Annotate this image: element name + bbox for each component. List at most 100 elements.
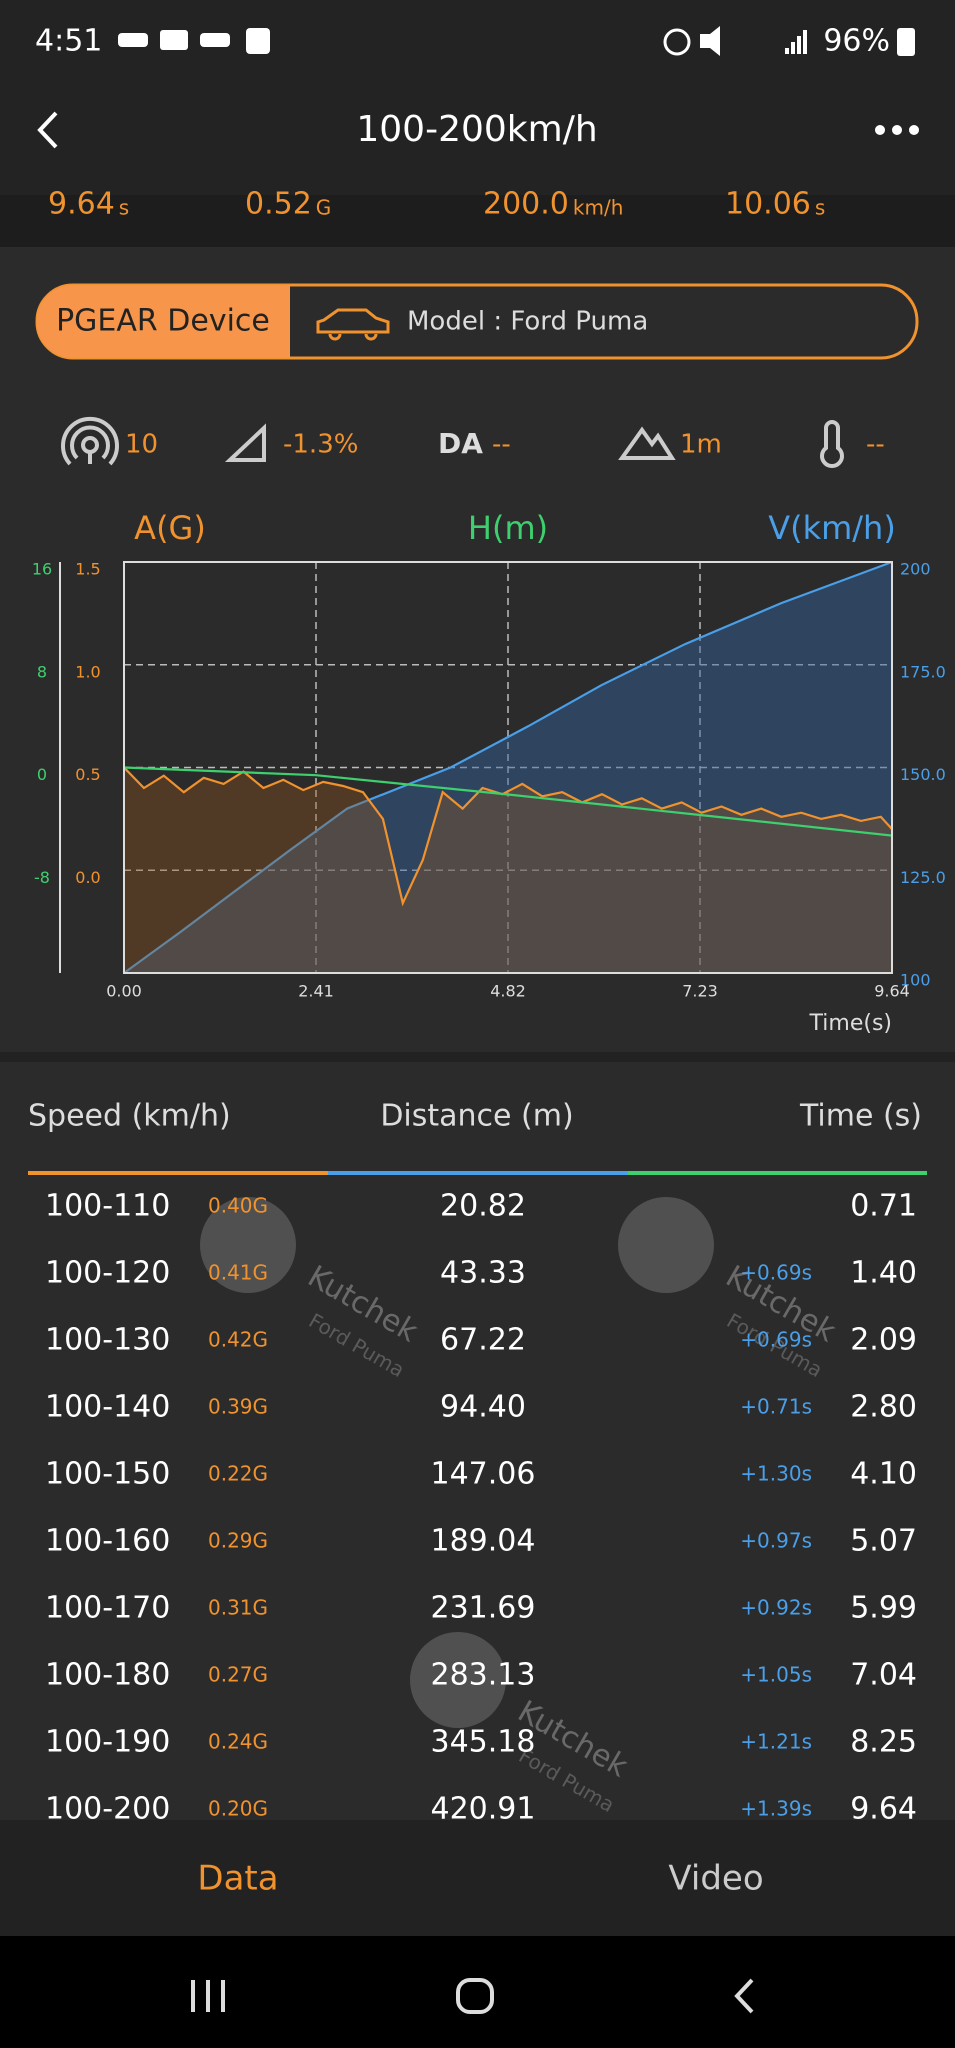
y2-tick-label: 175.0 — [900, 662, 946, 681]
table-clip — [0, 1820, 955, 1936]
series-line — [123, 766, 893, 837]
car-icon — [316, 308, 390, 341]
more-button[interactable] — [875, 125, 919, 135]
row-g: 0.22G — [208, 1462, 268, 1486]
row-time: 7.04 — [850, 1658, 917, 1693]
y2-tick-label: 150.0 — [900, 765, 946, 784]
row-delta: +1.21s — [740, 1730, 812, 1754]
device-label[interactable]: PGEAR Device — [56, 304, 270, 339]
row-time: 5.99 — [850, 1591, 917, 1626]
row-g: 0.31G — [208, 1596, 268, 1620]
legend-entry: V(km/h) — [768, 509, 896, 547]
status-time: 4:51 — [35, 24, 102, 59]
watermark-avatar — [200, 1197, 296, 1293]
metric-altitude: 1m — [680, 430, 722, 460]
row-g: 0.20G — [208, 1797, 268, 1821]
table-header: Distance (m) — [380, 1099, 573, 1134]
summary-unit: s — [815, 196, 825, 220]
y2-tick-label: 125.0 — [900, 868, 946, 887]
row-g: 0.41G — [208, 1261, 268, 1285]
row-distance: 43.33 — [440, 1256, 526, 1291]
x-tick-label: 0.00 — [106, 982, 142, 1001]
row-time: 2.09 — [850, 1323, 917, 1358]
row-speed: 100-190 — [45, 1725, 170, 1760]
row-g: 0.27G — [208, 1663, 268, 1687]
rule-speed — [28, 1171, 328, 1175]
row-distance: 283.13 — [431, 1658, 536, 1693]
tab-video[interactable]: Video — [668, 1859, 763, 1899]
back-button[interactable] — [37, 111, 58, 149]
x-tick-label: 9.64 — [874, 982, 910, 1001]
summary-strip — [0, 195, 955, 247]
x-tick-label: 2.41 — [298, 982, 334, 1001]
device-tab[interactable] — [36, 285, 291, 358]
row-g: 0.40G — [208, 1194, 268, 1218]
table-header: Speed (km/h) — [28, 1099, 231, 1134]
row-delta: +1.30s — [740, 1462, 812, 1486]
row-distance: 94.40 — [440, 1390, 526, 1425]
row-time: 8.25 — [850, 1725, 917, 1760]
row-distance: 67.22 — [440, 1323, 526, 1358]
row-distance: 345.18 — [431, 1725, 536, 1760]
row-distance: 147.06 — [431, 1457, 536, 1492]
summary-value: 9.64 — [48, 187, 115, 222]
row-distance: 231.69 — [431, 1591, 536, 1626]
row-g: 0.42G — [208, 1328, 268, 1352]
series-line — [123, 560, 893, 974]
y3-tick-label: 0 — [37, 765, 47, 784]
y-tick-label: 0.5 — [75, 765, 100, 784]
row-delta: +0.69s — [740, 1261, 812, 1285]
series-area — [124, 767, 892, 973]
row-distance: 20.82 — [440, 1189, 526, 1224]
summary-value: 0.52 — [245, 187, 312, 222]
watermark-avatar — [410, 1632, 506, 1728]
y-tick-label: 1.0 — [75, 662, 100, 681]
legend-entry: A(G) — [134, 509, 206, 547]
metric-da-label: DA — [438, 427, 483, 460]
metric-icons — [61, 416, 844, 468]
row-distance: 189.04 — [431, 1524, 536, 1559]
x-tick-label: 7.23 — [682, 982, 718, 1001]
y-tick-label: 0.0 — [75, 868, 100, 887]
y3-tick-label: 8 — [37, 662, 47, 681]
row-speed: 100-160 — [45, 1524, 170, 1559]
nav-bar — [0, 1936, 955, 2048]
watermark-avatar — [618, 1197, 714, 1293]
row-g: 0.24G — [208, 1730, 268, 1754]
battery-level: 96% — [823, 24, 890, 59]
page-title: 100-200km/h — [356, 109, 597, 150]
row-speed: 100-130 — [45, 1323, 170, 1358]
legend-entry: H(m) — [468, 509, 548, 547]
row-delta: +1.05s — [740, 1663, 812, 1687]
row-delta: +1.39s — [740, 1797, 812, 1821]
plot-frame — [123, 561, 893, 974]
row-time: 5.07 — [850, 1524, 917, 1559]
device-model: Model : Ford Puma — [407, 307, 648, 337]
y2-tick-label: 100 — [900, 971, 931, 990]
rule-time — [628, 1171, 927, 1175]
summary-unit: s — [119, 196, 129, 220]
row-speed: 100-150 — [45, 1457, 170, 1492]
tab-data[interactable]: Data — [197, 1859, 278, 1899]
rule-distance — [328, 1171, 628, 1175]
row-speed: 100-140 — [45, 1390, 170, 1425]
row-time: 1.40 — [850, 1256, 917, 1291]
y2-tick-label: 200 — [900, 560, 931, 579]
row-time: 4.10 — [850, 1457, 917, 1492]
row-delta: +0.92s — [740, 1596, 812, 1620]
summary-unit: G — [316, 196, 332, 220]
row-time: 2.80 — [850, 1390, 917, 1425]
series-area — [124, 562, 892, 973]
row-speed: 100-170 — [45, 1591, 170, 1626]
metric-temperature: -- — [866, 430, 885, 460]
row-g: 0.29G — [208, 1529, 268, 1553]
row-speed: 100-120 — [45, 1256, 170, 1291]
y-tick-label: 1.5 — [75, 560, 100, 579]
separator — [0, 1052, 955, 1062]
nav-icons — [191, 1978, 754, 2014]
series-line — [123, 766, 893, 907]
metric-slope: -1.3% — [283, 430, 358, 460]
table-header: Time (s) — [799, 1099, 922, 1134]
